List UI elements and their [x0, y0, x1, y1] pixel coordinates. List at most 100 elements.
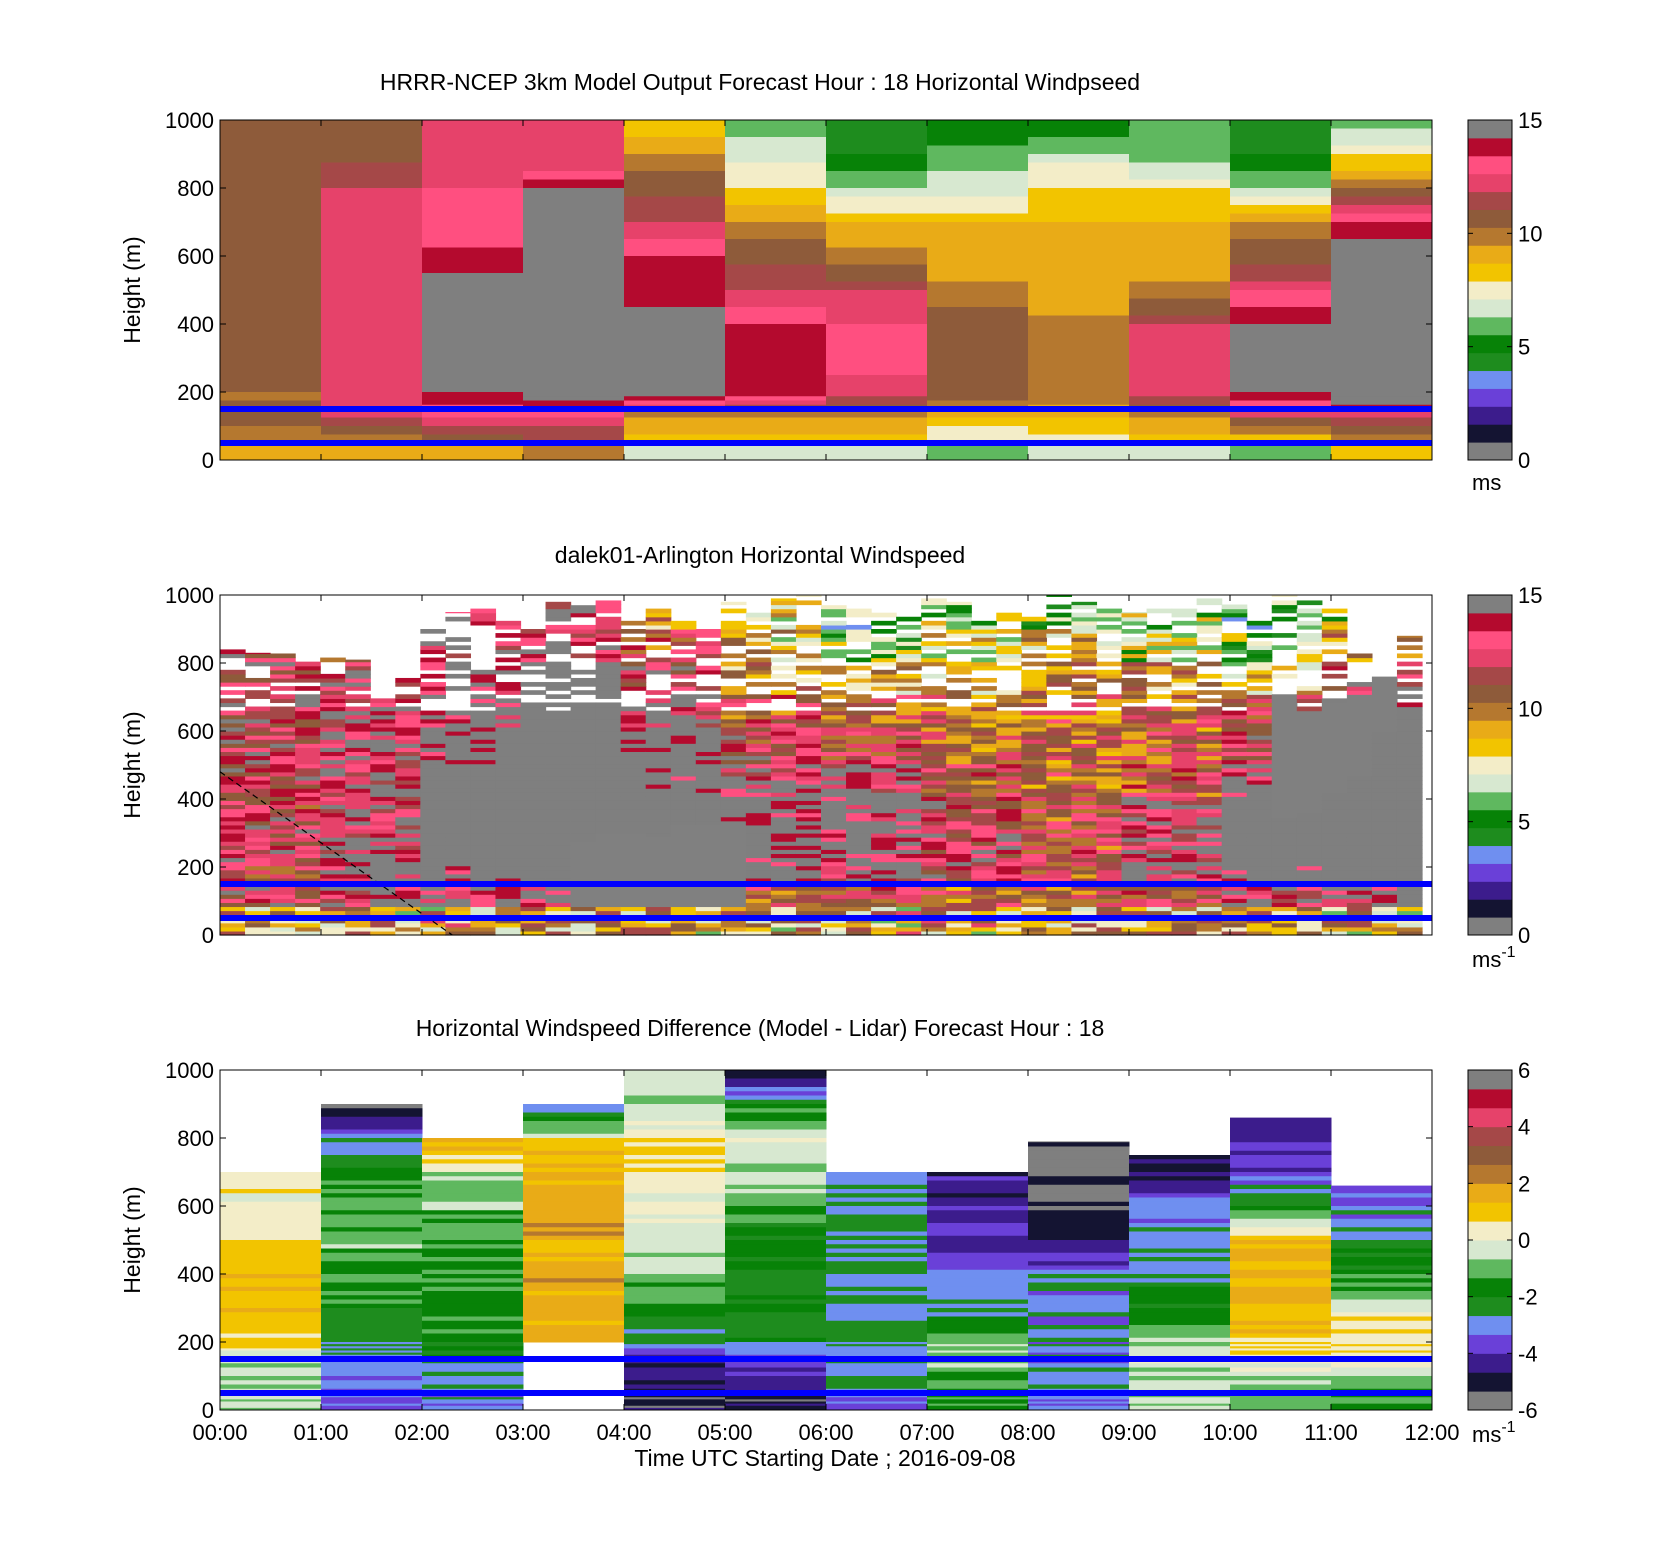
heatmap-cell	[1230, 1291, 1332, 1296]
heatmap-cell	[320, 682, 346, 687]
heatmap-cell	[846, 759, 872, 765]
heatmap-cell	[624, 1348, 726, 1351]
heatmap-cell	[495, 873, 522, 879]
heatmap-cell	[670, 886, 697, 891]
heatmap-cell	[345, 779, 371, 785]
heatmap-cell	[220, 273, 322, 282]
heatmap-cell	[1028, 298, 1130, 308]
heatmap-cell	[670, 812, 697, 818]
heatmap-cell	[826, 1248, 928, 1254]
heatmap-cell	[795, 641, 822, 646]
heatmap-cell	[1371, 722, 1398, 728]
heatmap-cell	[695, 898, 722, 903]
heatmap-cell	[1230, 1125, 1332, 1130]
heatmap-cell	[720, 857, 747, 863]
heatmap-cell	[1021, 755, 1047, 761]
heatmap-cell	[745, 808, 772, 814]
heatmap-cell	[1129, 1252, 1231, 1258]
y-tick-label: 800	[177, 651, 214, 676]
heatmap-cell	[826, 447, 928, 452]
heatmap-cell	[321, 1278, 423, 1283]
heatmap-cell	[321, 332, 423, 342]
heatmap-cell	[745, 869, 772, 875]
heatmap-cell	[871, 641, 897, 646]
heatmap-cell	[1396, 718, 1423, 724]
heatmap-cell	[420, 657, 446, 663]
heatmap-cell	[745, 833, 772, 838]
heatmap-cell	[1028, 358, 1130, 367]
heatmap-cell	[896, 828, 922, 834]
heatmap-cell	[422, 1257, 524, 1262]
heatmap-cell	[1246, 865, 1273, 871]
heatmap-cell	[826, 366, 928, 376]
heatmap-cell	[927, 1274, 1029, 1279]
heatmap-cell	[1246, 918, 1273, 924]
heatmap-cell	[1346, 918, 1373, 924]
heatmap-cell	[946, 739, 972, 744]
heatmap-cell	[1331, 426, 1433, 435]
heatmap-cell	[1371, 747, 1398, 752]
heatmap-cell	[821, 841, 847, 846]
heatmap-cell	[927, 196, 1029, 206]
heatmap-cell	[1121, 930, 1148, 936]
heatmap-cell	[220, 298, 322, 308]
heatmap-cell	[624, 1363, 726, 1368]
heatmap-cell	[1321, 767, 1348, 773]
heatmap-cell	[220, 808, 246, 814]
heatmap-cell	[1028, 417, 1130, 427]
heatmap-cell	[1028, 1235, 1130, 1241]
heatmap-cell	[1046, 629, 1073, 634]
heatmap-cell	[220, 1172, 322, 1177]
heatmap-cell	[220, 1380, 322, 1385]
heatmap-cell	[1331, 349, 1433, 359]
heatmap-cell	[720, 686, 747, 691]
heatmap-cell	[725, 1167, 827, 1173]
heatmap-cell	[1321, 910, 1348, 916]
heatmap-cell	[1096, 910, 1123, 916]
heatmap-cell	[595, 686, 622, 691]
heatmap-cell	[1096, 677, 1123, 683]
colorbar-swatch	[1468, 720, 1512, 739]
heatmap-cell	[821, 739, 847, 744]
heatmap-cell	[523, 1125, 625, 1130]
heatmap-cell	[770, 898, 797, 903]
heatmap-cell	[826, 1184, 928, 1190]
heatmap-cell	[624, 196, 726, 206]
heatmap-cell	[321, 1189, 423, 1194]
heatmap-cell	[422, 1329, 524, 1334]
heatmap-cell	[645, 755, 672, 761]
heatmap-cell	[871, 759, 897, 765]
heatmap-cell	[1096, 710, 1123, 716]
heatmap-cell	[645, 763, 672, 769]
heatmap-cell	[420, 763, 446, 769]
heatmap-cell	[470, 779, 497, 785]
heatmap-cell	[927, 349, 1029, 359]
heatmap-cell	[645, 906, 672, 912]
heatmap-cell	[220, 315, 322, 325]
heatmap-cell	[821, 930, 847, 936]
heatmap-cell	[821, 788, 847, 793]
heatmap-cell	[295, 771, 321, 777]
heatmap-cell	[770, 604, 797, 610]
heatmap-cell	[971, 869, 997, 875]
heatmap-cell	[1331, 1316, 1433, 1322]
heatmap-cell	[946, 665, 972, 671]
heatmap-cell	[1246, 853, 1273, 859]
heatmap-cell	[1021, 661, 1047, 667]
heatmap-cell	[1028, 222, 1130, 231]
heatmap-cell	[1271, 739, 1298, 744]
heatmap-cell	[1096, 833, 1123, 838]
heatmap-cell	[996, 861, 1022, 867]
heatmap-cell	[795, 726, 822, 732]
heatmap-cell	[1096, 694, 1123, 699]
heatmap-cell	[1331, 366, 1433, 376]
heatmap-cell	[1246, 726, 1273, 732]
heatmap-cell	[645, 857, 672, 863]
heatmap-cell	[1221, 837, 1248, 842]
heatmap-cell	[795, 857, 822, 863]
heatmap-cell	[395, 808, 421, 814]
heatmap-cell	[871, 763, 897, 769]
heatmap-cell	[946, 731, 972, 736]
heatmap-cell	[1196, 600, 1223, 606]
x-tick-label: 03:00	[495, 1420, 550, 1445]
